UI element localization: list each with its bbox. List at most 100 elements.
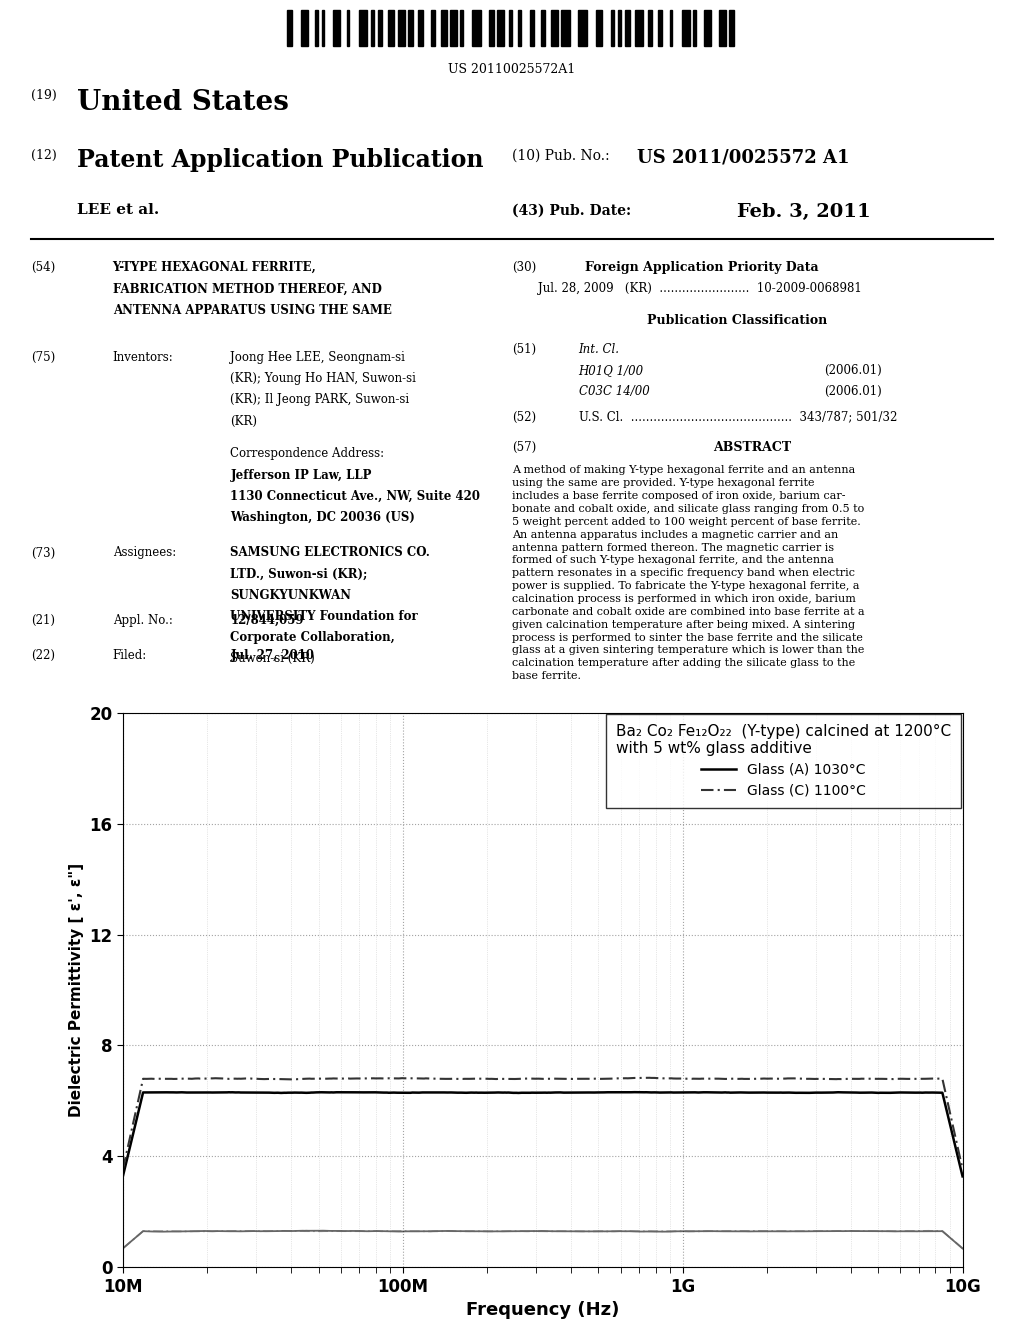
Bar (489, 9, 494, 46)
Text: SAMSUNG ELECTRONICS CO.: SAMSUNG ELECTRONICS CO. (230, 546, 430, 560)
Bar (347, 9, 349, 46)
Text: (19): (19) (31, 88, 56, 102)
Text: calcination process is performed in which iron oxide, barium: calcination process is performed in whic… (512, 594, 856, 605)
Bar (409, 9, 413, 46)
Bar (398, 9, 404, 46)
Text: base ferrite.: base ferrite. (512, 671, 581, 681)
Text: (30): (30) (512, 261, 537, 273)
Text: (2006.01): (2006.01) (824, 364, 882, 378)
Text: (22): (22) (31, 649, 54, 663)
Text: U.S. Cl.  ...........................................  343/787; 501/32: U.S. Cl. ...............................… (579, 411, 897, 424)
Text: given calcination temperature after being mixed. A sintering: given calcination temperature after bein… (512, 620, 855, 630)
Text: (10) Pub. No.:: (10) Pub. No.: (512, 149, 609, 162)
Y-axis label: Dielectric Permittivity [ ε', ε"]: Dielectric Permittivity [ ε', ε"] (69, 863, 84, 1117)
Bar (431, 9, 435, 46)
Text: bonate and cobalt oxide, and silicate glass ranging from 0.5 to: bonate and cobalt oxide, and silicate gl… (512, 504, 864, 513)
Bar (626, 9, 631, 46)
Text: SUNGKYUNKWAN: SUNGKYUNKWAN (230, 589, 351, 602)
Text: United States: United States (77, 88, 289, 116)
Bar (388, 9, 394, 46)
Text: (73): (73) (31, 546, 55, 560)
Bar (579, 9, 587, 46)
Text: Patent Application Publication: Patent Application Publication (77, 149, 483, 173)
Bar (618, 9, 621, 46)
Text: FABRICATION METHOD THEREOF, AND: FABRICATION METHOD THEREOF, AND (113, 282, 382, 296)
Text: C03C 14/00: C03C 14/00 (579, 385, 649, 399)
Text: process is performed to sinter the base ferrite and the silicate: process is performed to sinter the base … (512, 632, 863, 643)
Bar (440, 9, 447, 46)
Text: power is supplied. To fabricate the Y-type hexagonal ferrite, a: power is supplied. To fabricate the Y-ty… (512, 581, 859, 591)
Text: An antenna apparatus includes a magnetic carrier and an: An antenna apparatus includes a magnetic… (512, 529, 839, 540)
Bar (497, 9, 504, 46)
Text: Filed:: Filed: (113, 649, 146, 663)
Text: pattern resonates in a specific frequency band when electric: pattern resonates in a specific frequenc… (512, 568, 855, 578)
Bar (509, 9, 512, 46)
Bar (611, 9, 614, 46)
Bar (301, 9, 308, 46)
Bar (658, 9, 662, 46)
Text: Assignees:: Assignees: (113, 546, 176, 560)
Text: (57): (57) (512, 441, 537, 454)
Bar (333, 9, 340, 46)
Bar (648, 9, 652, 46)
Text: US 2011/0025572 A1: US 2011/0025572 A1 (637, 149, 850, 166)
Text: Y-TYPE HEXAGONAL FERRITE,: Y-TYPE HEXAGONAL FERRITE, (113, 261, 316, 273)
Text: (KR): (KR) (230, 414, 257, 428)
Bar (518, 9, 521, 46)
Text: 5 weight percent added to 100 weight percent of base ferrite.: 5 weight percent added to 100 weight per… (512, 516, 861, 527)
Text: (KR); Young Ho HAN, Suwon-si: (KR); Young Ho HAN, Suwon-si (230, 372, 417, 385)
Text: carbonate and cobalt oxide are combined into base ferrite at a: carbonate and cobalt oxide are combined … (512, 607, 864, 616)
X-axis label: Frequency (Hz): Frequency (Hz) (466, 1302, 620, 1319)
Legend: Glass (A) 1030°C, Glass (C) 1100°C: Glass (A) 1030°C, Glass (C) 1100°C (606, 714, 961, 808)
Text: Inventors:: Inventors: (113, 351, 173, 364)
Text: (75): (75) (31, 351, 55, 364)
Text: Jefferson IP Law, LLP: Jefferson IP Law, LLP (230, 469, 372, 482)
Bar (682, 9, 689, 46)
Bar (322, 9, 325, 46)
Bar (418, 9, 423, 46)
Text: ANTENNA APPARATUS USING THE SAME: ANTENNA APPARATUS USING THE SAME (113, 305, 391, 317)
Text: (54): (54) (31, 261, 55, 273)
Bar (561, 9, 570, 46)
Text: Appl. No.:: Appl. No.: (113, 614, 172, 627)
Text: 12/844,059: 12/844,059 (230, 614, 304, 627)
Text: Correspondence Address:: Correspondence Address: (230, 447, 385, 461)
Bar (596, 9, 602, 46)
Text: (KR); Il Jeong PARK, Suwon-si: (KR); Il Jeong PARK, Suwon-si (230, 393, 410, 407)
Text: LEE et al.: LEE et al. (77, 203, 159, 218)
Text: Jul. 28, 2009   (KR)  ........................  10-2009-0068981: Jul. 28, 2009 (KR) .....................… (538, 282, 861, 296)
Text: Publication Classification: Publication Classification (647, 314, 827, 326)
Bar (693, 9, 695, 46)
Text: (52): (52) (512, 411, 537, 424)
Text: Suwon-si (KR): Suwon-si (KR) (230, 652, 315, 665)
Text: US 20110025572A1: US 20110025572A1 (449, 62, 575, 75)
Text: (21): (21) (31, 614, 54, 627)
Text: calcination temperature after adding the silicate glass to the: calcination temperature after adding the… (512, 659, 855, 668)
Bar (552, 9, 558, 46)
Text: (51): (51) (512, 343, 537, 356)
Text: formed of such Y-type hexagonal ferrite, and the antenna: formed of such Y-type hexagonal ferrite,… (512, 556, 834, 565)
Text: ABSTRACT: ABSTRACT (714, 441, 792, 454)
Bar (703, 9, 711, 46)
Text: Int. Cl.: Int. Cl. (579, 343, 620, 356)
Bar (635, 9, 643, 46)
Text: glass at a given sintering temperature which is lower than the: glass at a given sintering temperature w… (512, 645, 864, 656)
Text: (12): (12) (31, 149, 56, 161)
Bar (472, 9, 481, 46)
Text: Jul. 27, 2010: Jul. 27, 2010 (230, 649, 314, 663)
Text: includes a base ferrite composed of iron oxide, barium car-: includes a base ferrite composed of iron… (512, 491, 846, 502)
Text: Joong Hee LEE, Seongnam-si: Joong Hee LEE, Seongnam-si (230, 351, 406, 364)
Bar (378, 9, 382, 46)
Text: Washington, DC 20036 (US): Washington, DC 20036 (US) (230, 511, 416, 524)
Bar (719, 9, 726, 46)
Bar (460, 9, 463, 46)
Text: Corporate Collaboration,: Corporate Collaboration, (230, 631, 395, 644)
Text: H01Q 1/00: H01Q 1/00 (579, 364, 644, 378)
Text: antenna pattern formed thereon. The magnetic carrier is: antenna pattern formed thereon. The magn… (512, 543, 835, 553)
Bar (287, 9, 292, 46)
Text: A method of making Y-type hexagonal ferrite and an antenna: A method of making Y-type hexagonal ferr… (512, 465, 855, 475)
Text: UNIVERSITY Foundation for: UNIVERSITY Foundation for (230, 610, 418, 623)
Bar (529, 9, 534, 46)
Bar (314, 9, 318, 46)
Bar (450, 9, 457, 46)
